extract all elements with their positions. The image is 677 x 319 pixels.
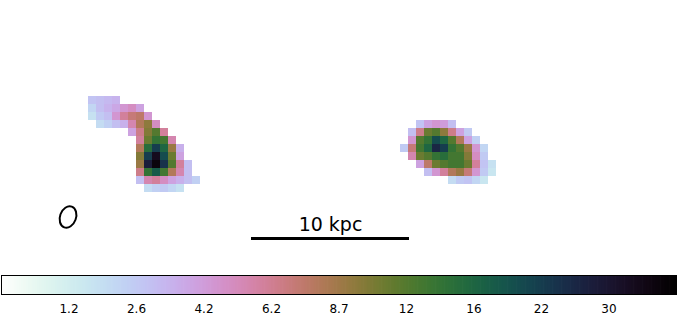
- svg-text:30: 30: [601, 302, 616, 316]
- svg-text:12: 12: [399, 302, 414, 316]
- svg-text:6.2: 6.2: [262, 302, 281, 316]
- svg-text:16: 16: [466, 302, 481, 316]
- svg-text:22: 22: [534, 302, 549, 316]
- svg-text:10 kpc: 10 kpc: [299, 213, 363, 235]
- svg-text:8.7: 8.7: [329, 302, 348, 316]
- svg-text:1.2: 1.2: [59, 302, 78, 316]
- svg-text:2.6: 2.6: [127, 302, 146, 316]
- svg-text:4.2: 4.2: [194, 302, 213, 316]
